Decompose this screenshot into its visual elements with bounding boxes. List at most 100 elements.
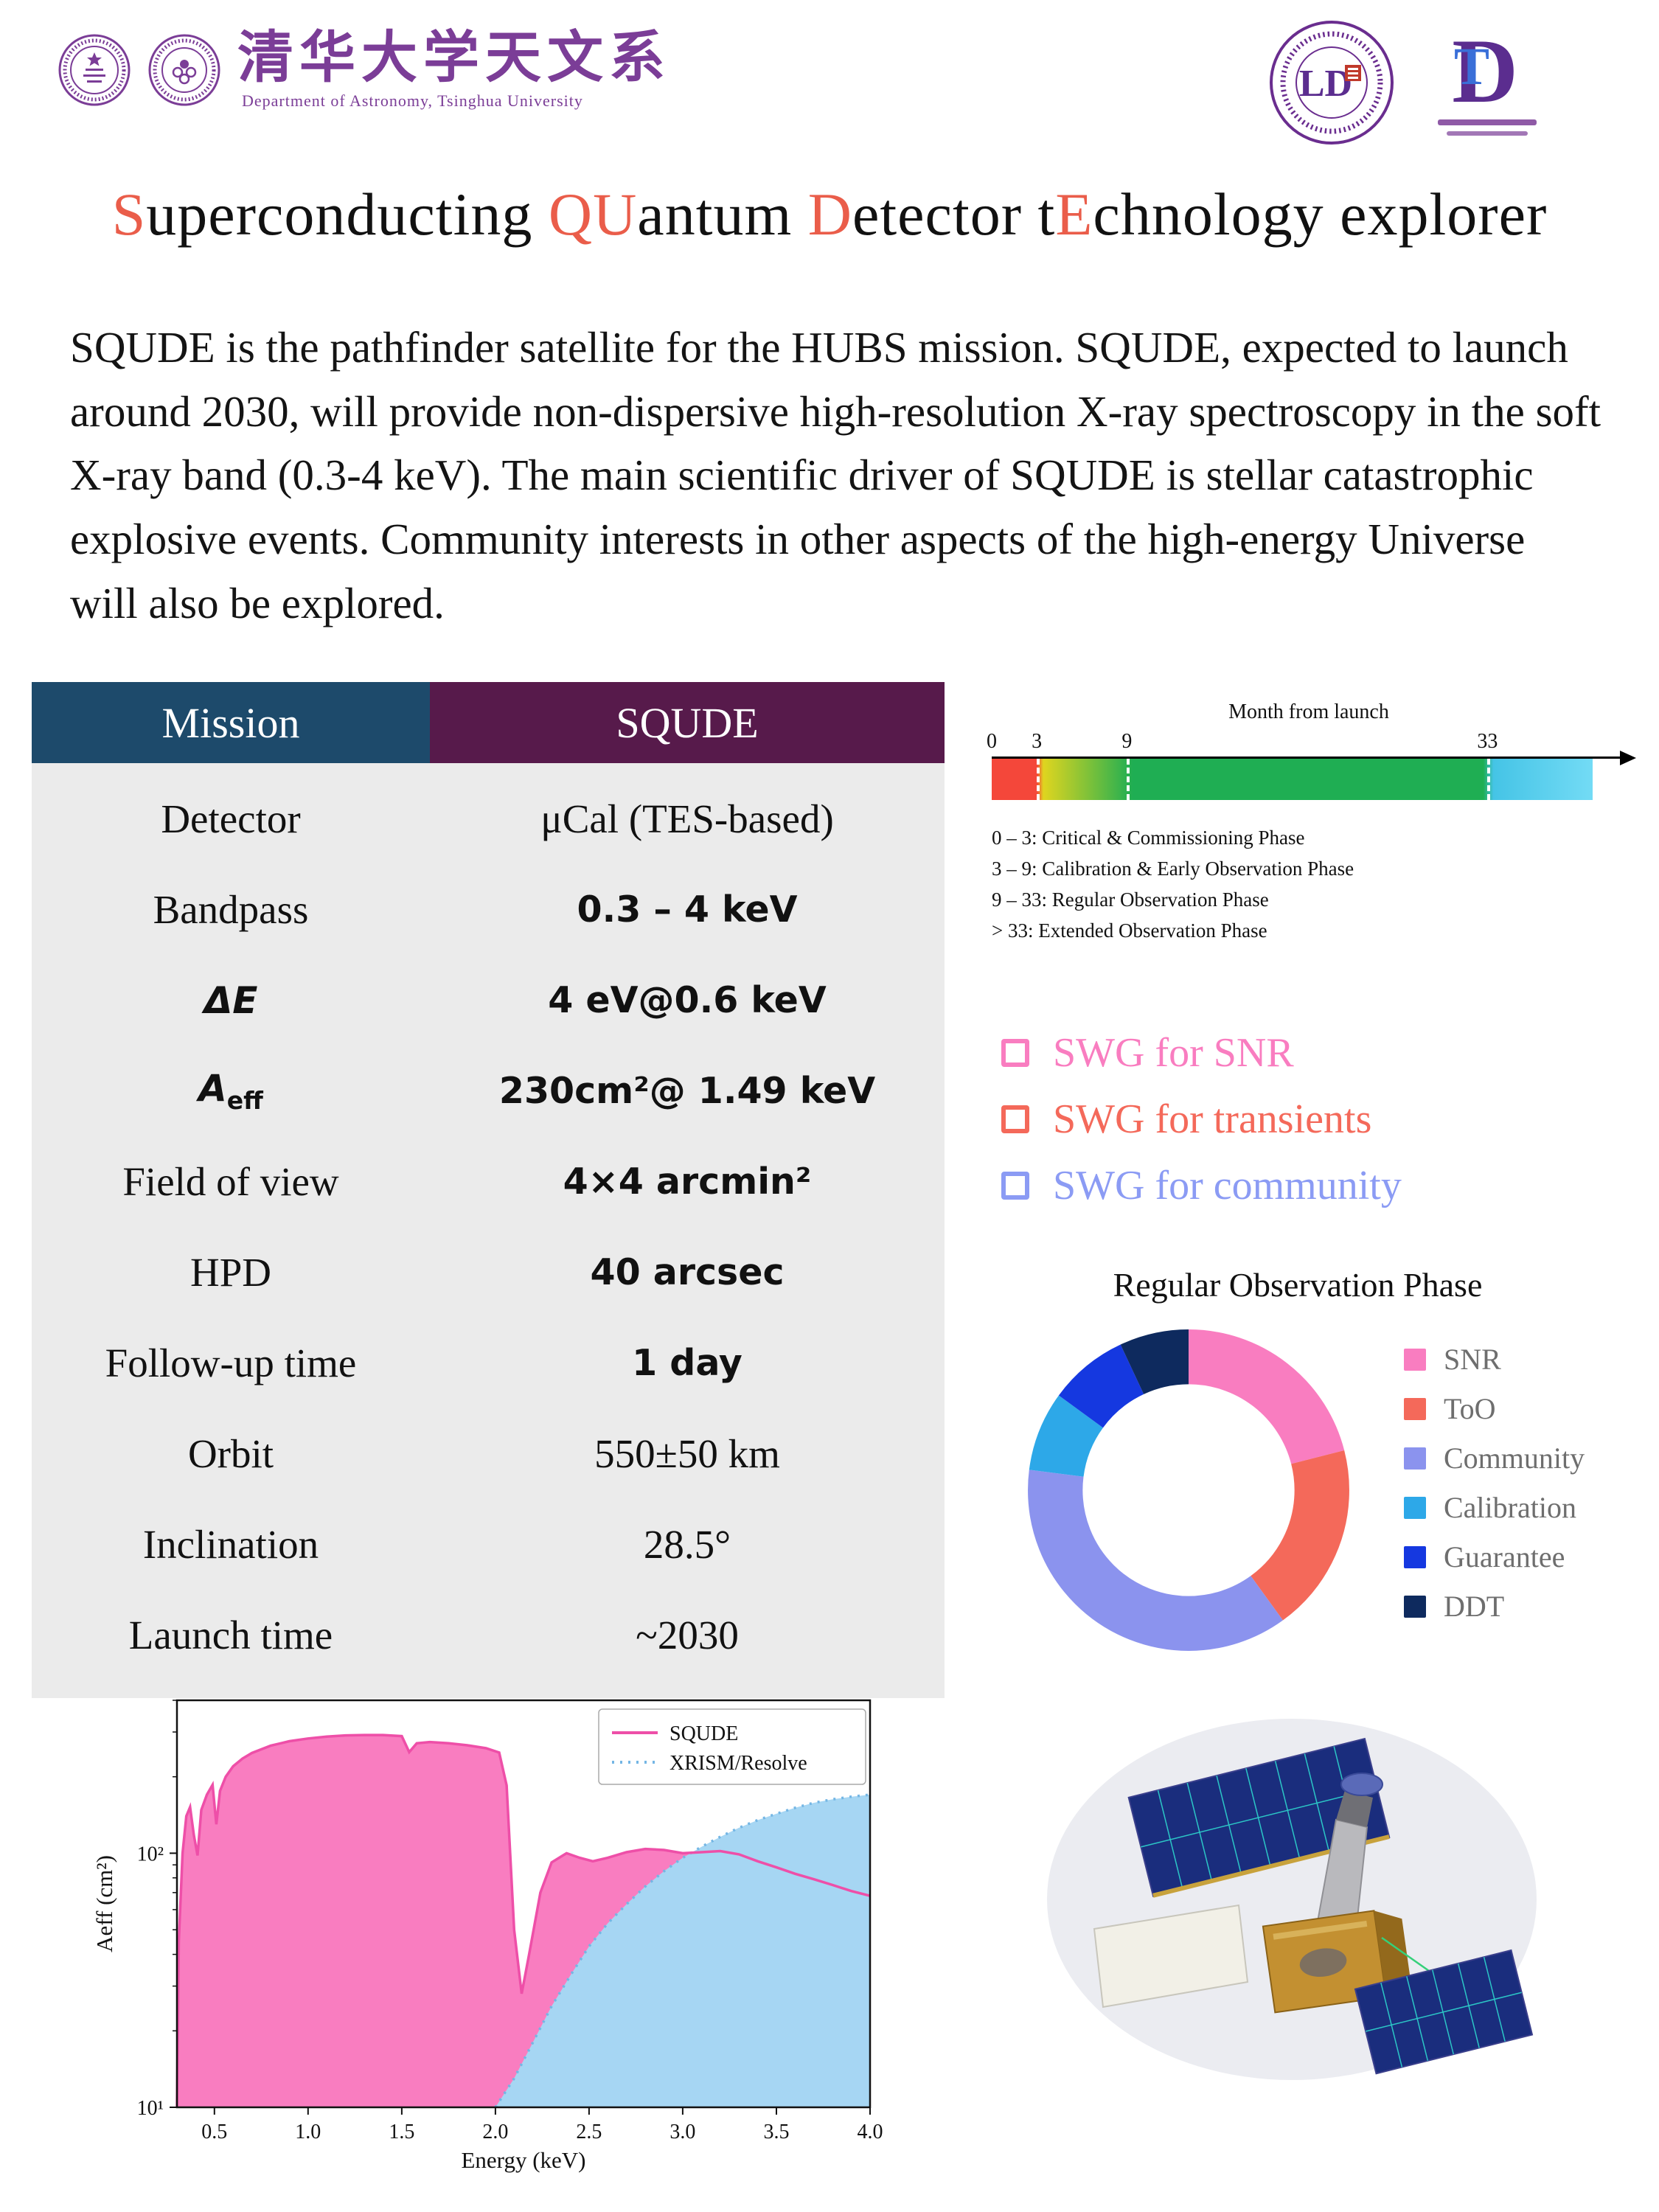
- svg-text:3.5: 3.5: [764, 2121, 790, 2143]
- table-row: ΔE 4 eV@0.6 keV: [32, 955, 945, 1046]
- timeline-arrowhead-icon: [1620, 751, 1636, 765]
- svg-text:Energy (keV): Energy (keV): [461, 2147, 585, 2173]
- legend-label: DDT: [1444, 1590, 1505, 1623]
- timeline-tick: 3: [1032, 730, 1043, 753]
- mission-table: Mission SQUDE Detector μCal (TES-based) …: [32, 682, 945, 1698]
- donut-legend: SNR ToO Community Calibration Guarantee DDT: [1404, 1342, 1585, 1638]
- table-row: Launch time ~2030: [32, 1590, 945, 1680]
- svg-text:XRISM/Resolve: XRISM/Resolve: [669, 1752, 807, 1775]
- legend-label: Calibration: [1444, 1491, 1576, 1524]
- svg-text:0.5: 0.5: [201, 2121, 227, 2143]
- mission-table-body: Detector μCal (TES-based) Bandpass 0.3 –…: [32, 763, 945, 1698]
- timeline-ticks: 0 3 9 33: [987, 730, 1593, 757]
- table-row-label: Field of view: [122, 1159, 339, 1204]
- table-row-label: Aeff: [32, 1067, 430, 1115]
- checkbox-icon: [1001, 1039, 1029, 1067]
- svg-text:3.0: 3.0: [669, 2121, 695, 2143]
- svg-text:SQUDE: SQUDE: [669, 1722, 738, 1745]
- table-row-value: 4 eV@0.6 keV: [548, 979, 827, 1021]
- donut-legend-item: SNR: [1404, 1342, 1585, 1377]
- checkbox-icon: [1001, 1105, 1029, 1133]
- donut-chart-title: Regular Observation Phase: [1113, 1266, 1483, 1304]
- mark-letter-t: T: [1454, 37, 1489, 96]
- legend-swatch-icon: [1404, 1397, 1426, 1420]
- satellite-render: [1047, 1719, 1537, 2080]
- svg-text:1.5: 1.5: [389, 2121, 414, 2143]
- timeline-title: Month from launch: [1228, 700, 1389, 723]
- table-row-label: Bandpass: [153, 887, 309, 932]
- donut-legend-item: DDT: [1404, 1589, 1585, 1624]
- donut-slice: [1028, 1329, 1349, 1651]
- table-row-label: Inclination: [142, 1522, 319, 1567]
- legend-label: Community: [1444, 1441, 1585, 1475]
- mission-table-header: Mission SQUDE: [32, 682, 945, 763]
- legend-swatch-icon: [1404, 1545, 1426, 1568]
- table-row-value: 230cm²@ 1.49 keV: [498, 1070, 876, 1112]
- table-row: HPD 40 arcsec: [32, 1227, 945, 1318]
- legend-swatch-icon: [1404, 1348, 1426, 1371]
- timeline-tick: 33: [1477, 730, 1498, 753]
- table-row: Aeff 230cm²@ 1.49 keV: [32, 1046, 945, 1136]
- checkbox-icon: [1001, 1172, 1029, 1200]
- table-row: Detector μCal (TES-based): [32, 773, 945, 864]
- legend-swatch-icon: [1404, 1595, 1426, 1618]
- cryo-lab-badge-logo: LD: [1270, 21, 1394, 145]
- satellite-illustration: [1026, 1709, 1557, 2096]
- donut-legend-item: Guarantee: [1404, 1540, 1585, 1574]
- dept-name-block: 清华大学天文系 Department of Astronomy, Tsinghu…: [237, 29, 671, 111]
- dept-name-chinese: 清华大学天文系: [237, 27, 671, 89]
- svg-text:Aeff (cm²): Aeff (cm²): [91, 1855, 117, 1952]
- table-row-label: Detector: [161, 796, 301, 841]
- swg-label: SWG for community: [1053, 1163, 1402, 1208]
- effective-area-chart: 0.5 1.0 1.5 2.0 2.5 3.0 3.5 4.0 10¹ 10² Energy (ke…: [87, 1690, 891, 2177]
- dept-name-english: Department of Astronomy, Tsinghua Univer…: [242, 91, 583, 110]
- svg-text:4.0: 4.0: [858, 2121, 883, 2143]
- legend-label: Guarantee: [1444, 1540, 1565, 1573]
- title-segment: uperconducting: [146, 181, 549, 248]
- swg-label: SWG for transients: [1053, 1096, 1372, 1142]
- legend-swatch-icon: [1404, 1496, 1426, 1519]
- aeff-subscript: eff: [226, 1086, 263, 1115]
- timeline-tick: 9: [1121, 730, 1133, 753]
- table-row-value: ~2030: [636, 1613, 739, 1658]
- aeff-plot: 0.5 1.0 1.5 2.0 2.5 3.0 3.5 4.0 10¹ 10² Energy (ke…: [91, 1699, 883, 2173]
- poster-title: Superconducting QUantum Detector tEchnol…: [0, 180, 1659, 249]
- title-segment: S: [111, 181, 147, 248]
- timeline-phase-legend: 0 – 3: Critical & Commissioning Phase 3 –…: [992, 823, 1648, 946]
- table-row-value: 28.5°: [643, 1522, 731, 1567]
- title-segment: etector t: [852, 181, 1056, 248]
- legend-label: ToO: [1444, 1392, 1496, 1425]
- svg-text:1.0: 1.0: [295, 2121, 321, 2143]
- astronomy-dept-seal-logo: [148, 34, 220, 106]
- donut-legend-item: Calibration: [1404, 1490, 1585, 1525]
- table-row-label: Follow-up time: [105, 1340, 357, 1385]
- legend-swatch-icon: [1404, 1447, 1426, 1470]
- title-segment: antum: [637, 181, 808, 248]
- table-row-value: 0.3 – 4 keV: [577, 888, 798, 931]
- header-left: 清华大学天文系 Department of Astronomy, Tsinghu…: [58, 29, 671, 111]
- intro-paragraph: SQUDE is the pathfinder satellite for th…: [70, 323, 1601, 627]
- timeline-axis: [992, 751, 1648, 804]
- legend-label: SNR: [1444, 1343, 1501, 1376]
- timeline-phase-bar: [992, 759, 1593, 800]
- table-row: Field of view 4×4 arcmin²: [32, 1136, 945, 1227]
- table-row-value: 4×4 arcmin²: [563, 1161, 812, 1203]
- title-segment: QU: [548, 181, 638, 248]
- swg-item: SWG for community: [1001, 1162, 1402, 1209]
- timeline-legend-line: 9 – 33: Regular Observation Phase: [992, 888, 1269, 911]
- tsinghua-seal-logo: [58, 34, 131, 106]
- table-row-value: 40 arcsec: [590, 1251, 785, 1293]
- table-header-squde: SQUDE: [430, 682, 945, 763]
- title-segment: D: [807, 181, 852, 248]
- launch-timeline: Month from launch 0 3 9 33 0 – 3: Critical …: [987, 700, 1648, 946]
- svg-text:2.0: 2.0: [482, 2121, 508, 2143]
- badge-monogram: LD: [1299, 63, 1352, 105]
- timeline-phase-divider: [1127, 759, 1130, 800]
- table-row-label: HPD: [189, 1250, 272, 1295]
- svg-text:10²: 10²: [137, 1843, 164, 1865]
- observation-phase-chart: Regular Observation Phase SNR ToO Communit…: [988, 1265, 1659, 1657]
- donut-legend-item: Community: [1404, 1441, 1585, 1475]
- table-row-label: Launch time: [128, 1613, 333, 1658]
- aeff-symbol: A: [198, 1067, 227, 1110]
- table-row: Orbit 550±50 km: [32, 1408, 945, 1499]
